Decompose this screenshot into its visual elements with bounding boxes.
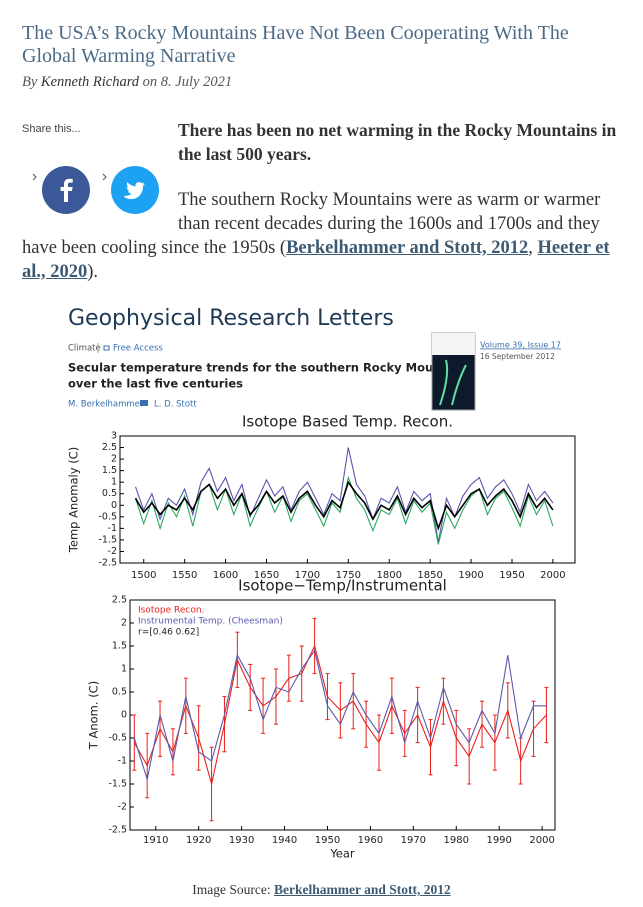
x-tick-label: 1500 bbox=[131, 570, 156, 581]
share-box: Share this... bbox=[22, 118, 178, 236]
y-tick-label: 2.5 bbox=[102, 442, 117, 453]
x-tick-label: 1990 bbox=[486, 835, 511, 846]
link[interactable]: Berkelhammer and Stott, 2012 bbox=[286, 238, 529, 258]
y-tick-label: 3 bbox=[111, 431, 117, 442]
y-tick-label: 0 bbox=[121, 710, 127, 721]
y-tick-label: -1 bbox=[118, 756, 127, 767]
y-tick-label: -0.5 bbox=[98, 511, 117, 522]
access: Free Access bbox=[113, 344, 163, 354]
issue-date: 16 September 2012 bbox=[480, 352, 555, 361]
mail-icon bbox=[140, 400, 148, 406]
share-label: Share this... bbox=[22, 123, 81, 135]
x-tick-label: 2000 bbox=[540, 570, 565, 581]
legend-entry: Isotope Recon. bbox=[138, 606, 204, 616]
x-tick-label: 1950 bbox=[315, 835, 340, 846]
plot-area bbox=[119, 435, 576, 564]
x-tick-label: 1980 bbox=[444, 835, 469, 846]
y-tick-label: 2.5 bbox=[112, 595, 127, 606]
y-tick-label: -1 bbox=[108, 523, 117, 534]
series-line bbox=[134, 480, 554, 531]
x-tick-label: 1970 bbox=[401, 835, 426, 846]
byline-prefix: By bbox=[22, 74, 38, 90]
x-tick-label: 1750 bbox=[336, 570, 361, 581]
chart-title: Isotope Based Temp. Recon. bbox=[242, 413, 453, 431]
y-tick-label: -2.5 bbox=[108, 825, 127, 836]
x-tick-label: 1930 bbox=[229, 835, 254, 846]
y-tick-label: 2 bbox=[121, 618, 127, 629]
y-tick-label: 1 bbox=[111, 477, 117, 488]
facebook-icon bbox=[60, 178, 73, 202]
y-tick-label: -2 bbox=[118, 802, 127, 813]
y-tick-label: -1.5 bbox=[108, 779, 127, 790]
x-tick-label: 1920 bbox=[186, 835, 211, 846]
caption-link[interactable]: Berkelhammer and Stott, 2012 bbox=[273, 882, 451, 897]
separator: , bbox=[528, 238, 538, 258]
date: 8. July 2021 bbox=[160, 74, 233, 90]
author: M. Berkelhammer bbox=[68, 400, 144, 410]
lock-icon bbox=[103, 345, 110, 351]
legend-entry: Instrumental Temp. (Cheesman) bbox=[138, 617, 283, 627]
paragraph-text: The southern Rocky Mountains were as war… bbox=[22, 190, 601, 258]
x-tick-label: 1650 bbox=[254, 570, 279, 581]
series-line bbox=[133, 644, 547, 785]
series-line bbox=[133, 649, 547, 780]
y-tick-label: 0.5 bbox=[112, 687, 127, 698]
caption-prefix: Image Source: bbox=[192, 882, 271, 897]
y-tick-label: 0.5 bbox=[102, 488, 117, 499]
caption: Image Source: Berkelhammer and Stott, 20… bbox=[0, 882, 643, 898]
y-tick-label: 0 bbox=[111, 500, 117, 511]
plot-area bbox=[129, 599, 556, 831]
y-tick-label: 1.5 bbox=[112, 641, 127, 652]
link[interactable]: Heeter et al., 2020 bbox=[22, 238, 610, 282]
x-tick-label: 1950 bbox=[499, 570, 524, 581]
y-tick-label: -2 bbox=[108, 546, 117, 557]
paragraph-end: ). bbox=[87, 262, 99, 282]
author[interactable]: Kenneth Richard bbox=[40, 74, 140, 90]
x-tick-label: 1940 bbox=[272, 835, 297, 846]
x-tick-label: 1550 bbox=[172, 570, 197, 581]
y-axis-label: T Anom. (C) bbox=[87, 681, 101, 750]
figure-image: Geophysical Research Letters Climate Fre… bbox=[60, 300, 580, 865]
x-tick-label: 1800 bbox=[377, 570, 402, 581]
x-tick-label: 1700 bbox=[295, 570, 320, 581]
annotation: r=[0.46 0.62] bbox=[138, 628, 199, 638]
chart-title: Isotope−Temp/Instrumental bbox=[238, 577, 447, 595]
x-tick-label: 1910 bbox=[143, 835, 168, 846]
post-title[interactable]: The USA’s Rocky Mountains Have Not Been … bbox=[22, 22, 569, 67]
y-tick-label: -0.5 bbox=[108, 733, 127, 744]
x-tick-label: 2000 bbox=[529, 835, 554, 846]
volume[interactable]: Volume 39, Issue 17 bbox=[480, 341, 561, 350]
twitter-icon bbox=[124, 182, 145, 200]
author: L. D. Stott bbox=[154, 400, 197, 410]
x-axis-label: Year bbox=[329, 847, 355, 861]
x-tick-label: 1600 bbox=[213, 570, 238, 581]
y-tick-label: 1.5 bbox=[102, 465, 117, 476]
series-line bbox=[134, 475, 554, 545]
series-line bbox=[134, 447, 554, 543]
x-tick-label: 1850 bbox=[417, 570, 442, 581]
cover-top bbox=[432, 333, 475, 355]
y-tick-label: 1 bbox=[121, 664, 127, 675]
share-icons bbox=[32, 166, 159, 214]
paragraph: The southern Rocky Mountains were as war… bbox=[22, 188, 622, 284]
byline-on: on bbox=[142, 74, 158, 90]
article-title: over the last five centuries bbox=[68, 377, 243, 391]
journal-name: Geophysical Research Letters bbox=[68, 306, 394, 331]
y-tick-label: -1.5 bbox=[98, 534, 117, 545]
x-tick-label: 1960 bbox=[358, 835, 383, 846]
y-tick-label: 2 bbox=[111, 454, 117, 465]
cover-art bbox=[439, 359, 467, 406]
x-tick-label: 1900 bbox=[458, 570, 483, 581]
arrow bbox=[32, 173, 37, 181]
lead-text: There has been no net warming in the Roc… bbox=[178, 120, 617, 164]
y-axis-label: Temp Anomaly (C) bbox=[67, 447, 81, 553]
post-header: The USA’s Rocky Mountains Have Not Been … bbox=[22, 22, 622, 91]
article-title: Secular temperature trends for the south… bbox=[68, 361, 474, 375]
section: Climate bbox=[68, 344, 101, 354]
byline: By Kenneth Richard on 8. July 2021 bbox=[22, 74, 622, 91]
article: Share this... There has been no net warm… bbox=[22, 118, 622, 284]
y-tick-label: -2.5 bbox=[98, 558, 117, 569]
arrow bbox=[102, 173, 107, 181]
